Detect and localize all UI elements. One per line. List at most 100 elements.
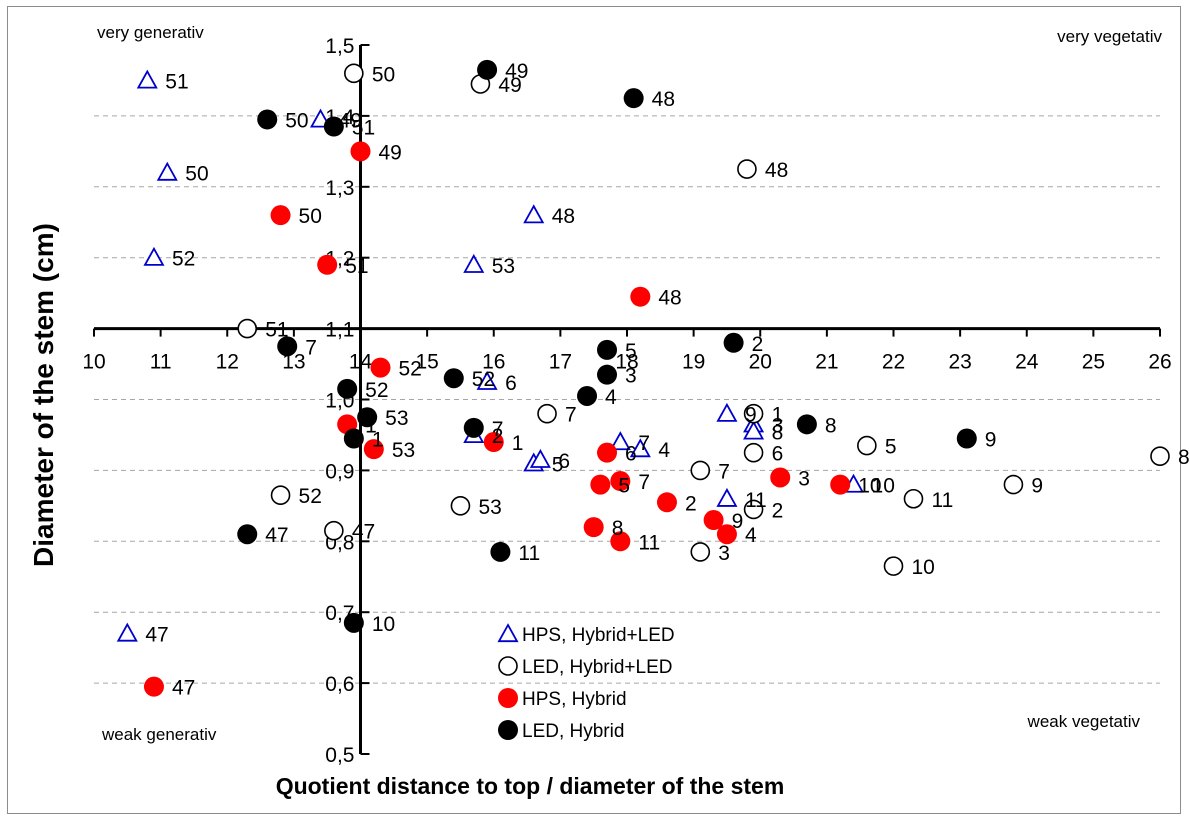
- point-label-s2-10: 5: [618, 475, 630, 498]
- point-label-s2-18: 10: [858, 475, 881, 498]
- point-label-s2-5: 52: [398, 358, 421, 381]
- point-label-s3-7: 1: [372, 428, 384, 451]
- point-s0-2: [143, 246, 165, 266]
- x-tick-label-9: 19: [682, 351, 705, 374]
- point-s2-8: [483, 432, 504, 453]
- point-s1-0: [344, 63, 364, 84]
- point-label-s1-10: 1: [772, 404, 784, 427]
- point-label-s3-15: 9: [985, 428, 997, 451]
- y-tick-label-0: 0,5: [325, 744, 354, 767]
- point-s3-5: [337, 378, 358, 399]
- point-label-s2-8: 1: [512, 432, 524, 455]
- point-label-s3-18: 10: [372, 613, 395, 636]
- point-label-s1-2: 48: [765, 159, 788, 182]
- x-tick-label-13: 23: [948, 351, 971, 374]
- point-label-s0-15: 8: [772, 421, 784, 444]
- point-s3-17: [490, 541, 511, 562]
- point-label-s3-16: 47: [265, 524, 288, 547]
- point-label-s2-16: 4: [745, 524, 757, 547]
- legend-label-3: LED, Hybrid: [522, 721, 624, 742]
- grid-lines: [94, 115, 1160, 684]
- point-label-s2-12: 8: [612, 517, 624, 540]
- legend-label-1: LED, Hybrid+LED: [522, 657, 672, 678]
- point-s3-10: [577, 385, 598, 406]
- point-label-s1-17: 8: [1178, 446, 1190, 469]
- point-label-s3-14: 8: [825, 414, 837, 437]
- point-s1-9: [690, 542, 711, 562]
- point-label-s3-12: 3: [625, 365, 637, 388]
- point-label-s0-14: 3: [772, 414, 784, 437]
- point-label-s1-4: 52: [299, 485, 322, 508]
- point-label-s3-8: 52: [472, 368, 495, 391]
- point-s1-2: [737, 159, 757, 179]
- point-label-s2-14: 2: [685, 492, 697, 515]
- point-s0-0: [136, 69, 158, 89]
- y-tick-label-4: 0,9: [325, 460, 354, 483]
- point-s3-4: [277, 336, 298, 357]
- point-s1-14: [903, 488, 924, 509]
- point-s3-18: [343, 612, 364, 633]
- x-tick-label-10: 20: [749, 351, 772, 374]
- point-s2-12: [583, 517, 604, 538]
- corner-label-top-left: very generativ: [97, 23, 204, 42]
- point-label-s0-10: 6: [558, 450, 570, 473]
- point-label-s1-12: 2: [772, 499, 784, 522]
- legend-marker-3: [498, 720, 518, 740]
- point-s1-10: [743, 403, 764, 424]
- point-s3-11: [597, 339, 618, 360]
- point-label-s1-0: 50: [372, 63, 395, 86]
- point-s1-3: [237, 318, 258, 339]
- corner-label-bottom-right: weak vegetativ: [1027, 712, 1141, 731]
- point-label-s2-4: 47: [172, 677, 195, 700]
- point-label-s3-6: 53: [385, 407, 408, 430]
- point-s2-15: [703, 510, 724, 531]
- point-s0-16: [716, 487, 738, 507]
- point-s3-2: [257, 109, 278, 130]
- point-label-s1-3: 51: [265, 319, 288, 342]
- point-label-s0-4: 49: [339, 109, 362, 132]
- point-s2-16: [716, 524, 737, 545]
- point-label-s1-16: 9: [1031, 475, 1043, 498]
- point-s1-13: [857, 435, 877, 456]
- y-tick-label-6: 1,1: [325, 319, 354, 342]
- point-s3-9: [463, 417, 484, 438]
- point-s2-2: [317, 254, 338, 275]
- point-label-s3-2: 50: [285, 109, 308, 132]
- point-label-s2-15: 9: [732, 510, 744, 533]
- point-label-s0-7: 6: [505, 372, 517, 395]
- point-s1-5: [324, 520, 344, 541]
- x-tick-label-15: 25: [1082, 351, 1105, 374]
- point-s3-15: [956, 428, 977, 449]
- legend-marker-0: [497, 623, 519, 643]
- point-label-s0-8: 2: [492, 425, 504, 448]
- point-s3-14: [796, 414, 817, 435]
- point-s1-15: [883, 556, 904, 576]
- legend-label-0: HPS, Hybrid+LED: [522, 625, 675, 646]
- point-s2-3: [630, 286, 651, 307]
- chart-frame: [7, 6, 1181, 814]
- point-s0-1: [156, 161, 178, 181]
- point-label-s2-11: 7: [638, 471, 650, 494]
- point-label-s2-2: 51: [345, 255, 368, 278]
- point-label-s2-13: 11: [638, 531, 660, 554]
- x-tick-label-3: 13: [282, 351, 305, 374]
- point-label-s1-15: 10: [912, 556, 935, 579]
- point-s0-11: [609, 431, 631, 451]
- point-label-s3-5: 52: [365, 379, 388, 402]
- point-label-s2-6: 1: [365, 414, 377, 437]
- point-label-s3-10: 4: [605, 386, 617, 409]
- point-label-s0-6: 48: [552, 205, 575, 228]
- point-label-s0-5: 53: [492, 255, 515, 278]
- point-s3-6: [357, 407, 378, 428]
- y-axis-title: Diameter of the stem (cm): [28, 223, 59, 567]
- point-s2-17: [770, 467, 791, 488]
- point-label-s0-3: 47: [145, 623, 168, 646]
- point-s2-13: [610, 531, 631, 552]
- y-tick-label-1: 0,6: [325, 673, 354, 696]
- corner-label-bottom-left: weak generativ: [101, 725, 217, 744]
- point-s0-15: [743, 420, 765, 440]
- point-label-s0-2: 52: [172, 248, 195, 271]
- point-label-s2-1: 50: [299, 205, 322, 228]
